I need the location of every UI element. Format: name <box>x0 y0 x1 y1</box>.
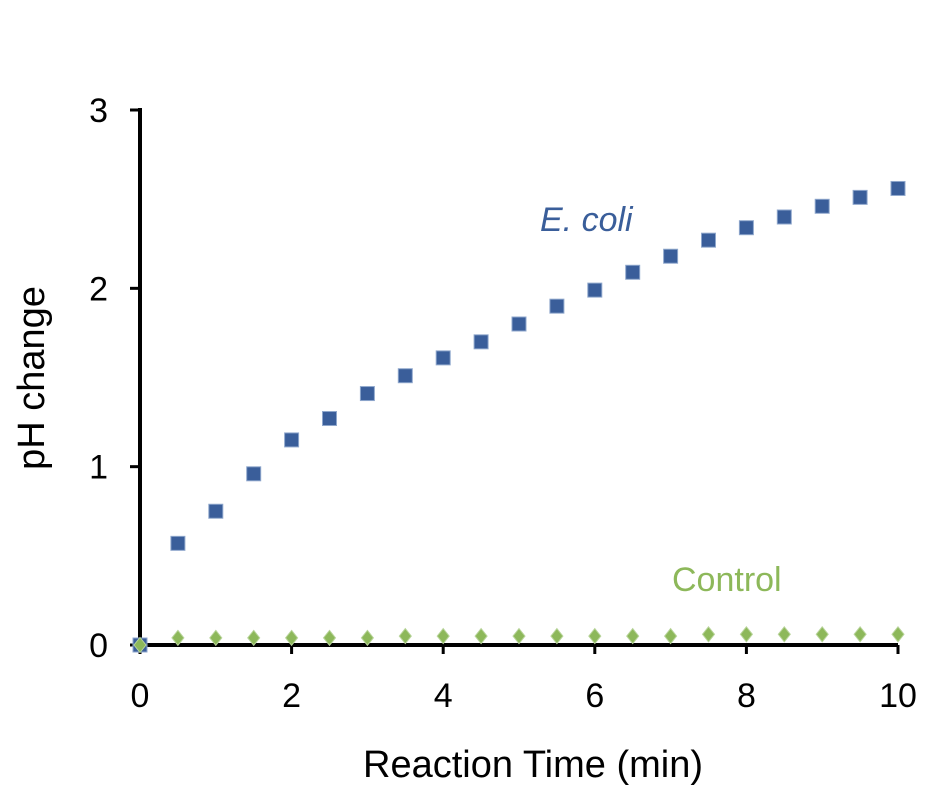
ecoli-point <box>776 209 792 225</box>
ecoli-point <box>359 386 375 402</box>
ecoli-point <box>170 535 186 551</box>
x-ticks: 0 2 4 6 8 10 <box>131 645 917 715</box>
ecoli-point <box>549 298 565 314</box>
control-point <box>701 625 716 643</box>
control-point <box>891 625 905 643</box>
control-point <box>663 627 678 645</box>
ecoli-series-label: E. coli <box>540 201 634 239</box>
ecoli-point <box>397 368 413 384</box>
y-tick-label: 2 <box>89 270 108 308</box>
series-e-coli <box>132 180 906 653</box>
x-tick-label: 8 <box>737 677 756 715</box>
axes <box>138 108 898 647</box>
ecoli-point <box>473 334 489 350</box>
control-point <box>550 627 564 645</box>
ecoli-point <box>246 466 262 482</box>
x-axis-title: Reaction Time (min) <box>363 744 703 786</box>
control-point <box>777 625 791 643</box>
ecoli-point <box>814 198 830 214</box>
control-point <box>322 629 337 647</box>
series-control <box>133 625 905 654</box>
ecoli-point <box>322 411 337 427</box>
y-tick-label: 3 <box>89 92 108 130</box>
x-tick-label: 2 <box>282 677 301 715</box>
control-point <box>739 625 754 643</box>
annotation-layer: E. coli Control <box>540 201 782 599</box>
ecoli-point <box>208 503 224 519</box>
ecoli-point <box>738 220 754 236</box>
x-tick-label: 4 <box>434 677 453 715</box>
x-tick-label: 10 <box>879 677 917 715</box>
ecoli-point <box>435 350 451 366</box>
ecoli-point <box>284 432 300 448</box>
control-point <box>512 627 526 645</box>
ecoli-point <box>852 189 868 205</box>
y-axis-title: pH change <box>11 286 53 470</box>
ecoli-point <box>587 282 603 298</box>
control-point <box>626 627 640 645</box>
x-tick-label: 6 <box>585 677 604 715</box>
control-point <box>133 636 147 654</box>
control-point <box>209 629 223 647</box>
control-point <box>588 627 602 645</box>
control-point <box>853 625 867 643</box>
control-point <box>815 625 829 643</box>
y-tick-label: 1 <box>89 449 108 487</box>
ecoli-point <box>663 248 679 264</box>
control-series-label: Control <box>672 561 782 599</box>
control-point <box>247 629 261 647</box>
control-point <box>398 627 412 645</box>
ecoli-point <box>625 264 641 280</box>
control-point <box>171 629 185 647</box>
series-layer <box>132 180 906 654</box>
ecoli-point <box>890 180 906 196</box>
control-point <box>360 629 375 647</box>
control-point <box>474 627 488 645</box>
control-point <box>284 629 299 647</box>
y-tick-label: 0 <box>89 627 108 665</box>
y-ticks: 0 1 2 3 <box>89 92 140 665</box>
control-point <box>436 627 450 645</box>
ecoli-point <box>511 316 527 332</box>
ecoli-point <box>701 232 716 248</box>
x-tick-label: 0 <box>131 677 150 715</box>
